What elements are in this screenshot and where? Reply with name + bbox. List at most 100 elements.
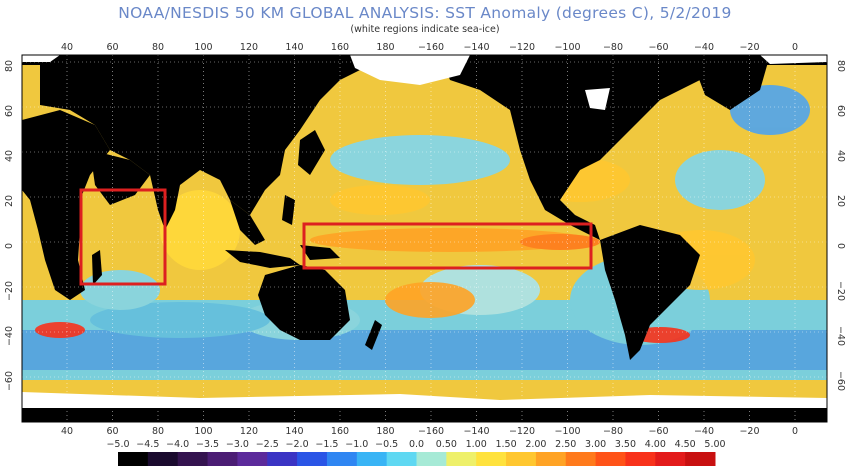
lon-tick-top: 60 (106, 42, 118, 53)
lon-tick-top: −40 (694, 42, 714, 53)
colorbar-swatch (685, 452, 716, 466)
colorbar-swatch (506, 452, 537, 466)
colorbar-swatch (655, 452, 686, 466)
colorbar-label: 4.00 (645, 439, 666, 450)
lat-tick-left: −60 (4, 371, 15, 391)
sea-ice-arctic (350, 55, 470, 85)
lon-tick-bottom: −140 (463, 426, 489, 437)
colorbar-label: −0.5 (375, 439, 398, 450)
longitude-labels-top: 40 60 80 100 120 140 160 180 −160 −140 −120 −100 −80… (61, 42, 798, 53)
land-antarctica (22, 405, 827, 422)
lon-tick-top: 40 (61, 42, 73, 53)
colorbar-label: 0.0 (409, 439, 424, 450)
lon-tick-top: −160 (418, 42, 444, 53)
lat-tick-left: −20 (4, 281, 15, 301)
land-australia (258, 265, 350, 340)
land-indonesia (225, 250, 300, 268)
lon-tick-bottom: 80 (152, 426, 164, 437)
map-subtitle: (white regions indicate sea-ice) (350, 24, 500, 35)
lon-tick-bottom: 40 (61, 426, 73, 437)
lat-tick-right: −40 (835, 326, 846, 346)
colorbar-swatch (595, 452, 626, 466)
highlight-box-indian-ocean (79, 188, 167, 286)
lat-tick-left: 80 (4, 60, 15, 72)
land-new-zealand (365, 320, 382, 350)
lon-tick-bottom: 160 (331, 426, 349, 437)
colorbar-swatch (326, 452, 358, 466)
lon-tick-top: 160 (331, 42, 349, 53)
colorbar-swatch (386, 452, 417, 466)
land-greenland (690, 55, 770, 110)
lon-tick-bottom: −160 (418, 426, 444, 437)
colorbar-label: −2.0 (286, 439, 309, 450)
lon-tick-bottom: 60 (106, 426, 118, 437)
lat-tick-right: −60 (835, 371, 846, 391)
lat-tick-right: 20 (835, 195, 846, 207)
colorbar-swatch (237, 452, 268, 466)
colorbar-swatch (267, 452, 298, 466)
land-se-asia (230, 200, 265, 245)
latitude-labels-left: 80 60 40 20 0 −20 −40 −60 (4, 60, 15, 391)
lat-tick-left: −40 (4, 326, 15, 346)
lon-tick-top: 120 (240, 42, 258, 53)
lat-tick-left: 0 (4, 243, 15, 249)
land-south-america (600, 225, 700, 360)
colorbar-swatch (297, 452, 328, 466)
land-north-america (440, 55, 760, 240)
lon-tick-top: −100 (554, 42, 580, 53)
lon-tick-top: −60 (648, 42, 668, 53)
colorbar-label: 3.50 (615, 439, 636, 450)
lat-tick-right: 80 (835, 60, 846, 72)
lat-tick-left: 20 (4, 195, 15, 207)
lat-tick-right: 60 (835, 105, 846, 117)
lat-tick-right: 0 (835, 243, 846, 249)
lon-tick-bottom: 100 (194, 426, 212, 437)
colorbar-swatch (147, 452, 179, 466)
colorbar-swatch (535, 452, 567, 466)
lon-tick-bottom: −60 (648, 426, 668, 437)
longitude-labels-bottom: 40 60 80 100 120 140 160 180 −160 −140 −120 −100 −80… (61, 426, 798, 437)
colorbar-swatch (446, 452, 477, 466)
colorbar-swatch (565, 452, 597, 466)
lon-tick-top: 0 (792, 42, 798, 53)
map-frame (21, 54, 828, 423)
land-philippines (282, 195, 295, 225)
colorbar-swatch (177, 452, 209, 466)
colorbar-label: 2.50 (555, 439, 576, 450)
colorbar-label: 0.50 (436, 439, 457, 450)
lon-tick-bottom: −100 (554, 426, 580, 437)
colorbar-swatch (118, 452, 149, 466)
colorbar-swatch (207, 452, 238, 466)
lon-tick-top: 100 (194, 42, 212, 53)
colorbar-label: −2.5 (256, 439, 279, 450)
sea-ice-regions (22, 55, 827, 408)
map-title: NOAA/NESDIS 50 KM GLOBAL ANALYSIS: SST A… (118, 4, 732, 22)
colorbar-label: −5.0 (106, 439, 129, 450)
colorbar-label: 2.00 (525, 439, 546, 450)
colorbar-label: 1.50 (495, 439, 516, 450)
highlight-box-equatorial-pacific (302, 222, 593, 270)
colorbar-label: −3.5 (196, 439, 219, 450)
latitude-labels-right: 80 60 40 20 0 −20 −40 −60 (835, 60, 846, 391)
colorbar-label: 5.00 (704, 439, 725, 450)
colorbar-label: 3.00 (585, 439, 606, 450)
lon-tick-top: −80 (603, 42, 623, 53)
colorbar-swatch (476, 452, 507, 466)
lon-tick-top: 180 (376, 42, 394, 53)
lon-tick-bottom: −40 (694, 426, 714, 437)
colorbar-swatch (356, 452, 388, 466)
colorbar-swatches (118, 452, 716, 466)
lon-tick-bottom: 0 (792, 426, 798, 437)
land-madagascar (92, 250, 102, 285)
colorbar-labels: −5.0 −4.5 −4.0 −3.5 −3.0 −2.5 −2.0 −1.5 −1.0 −0.5… (106, 439, 725, 450)
colorbar-swatch (625, 452, 656, 466)
lon-tick-bottom: 140 (285, 426, 303, 437)
land-new-guinea (300, 245, 340, 260)
land-africa (22, 110, 110, 300)
lon-tick-top: −20 (739, 42, 759, 53)
colorbar-label: −4.5 (136, 439, 159, 450)
lon-tick-bottom: 180 (376, 426, 394, 437)
colorbar-label: −4.0 (166, 439, 189, 450)
